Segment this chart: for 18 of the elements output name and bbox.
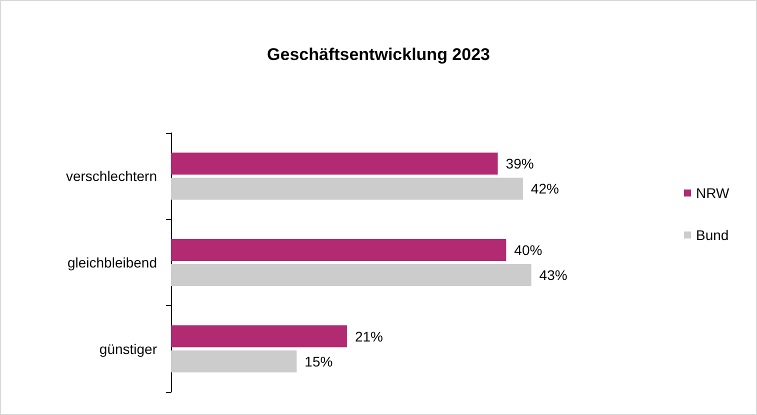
y-tick-label: verschlechtern <box>66 168 157 184</box>
data-label: 39% <box>506 156 534 172</box>
data-label: 43% <box>539 267 568 284</box>
y-tick-label: gleichbleibend <box>67 254 157 270</box>
legend-label: NRW <box>696 185 730 201</box>
legend-label: Bund <box>696 227 729 243</box>
bar <box>171 350 297 372</box>
data-label: 40% <box>514 242 542 258</box>
data-label: 42% <box>530 180 559 197</box>
bar <box>171 152 498 175</box>
bar <box>171 238 506 261</box>
data-label: 21% <box>354 328 383 344</box>
chart-title: Geschäftsentwicklung 2023 <box>267 45 490 64</box>
bar <box>171 325 347 348</box>
bar <box>171 264 532 286</box>
y-tick-label: günstiger <box>99 340 158 357</box>
bar <box>171 178 523 200</box>
data-label: 15% <box>304 353 333 370</box>
